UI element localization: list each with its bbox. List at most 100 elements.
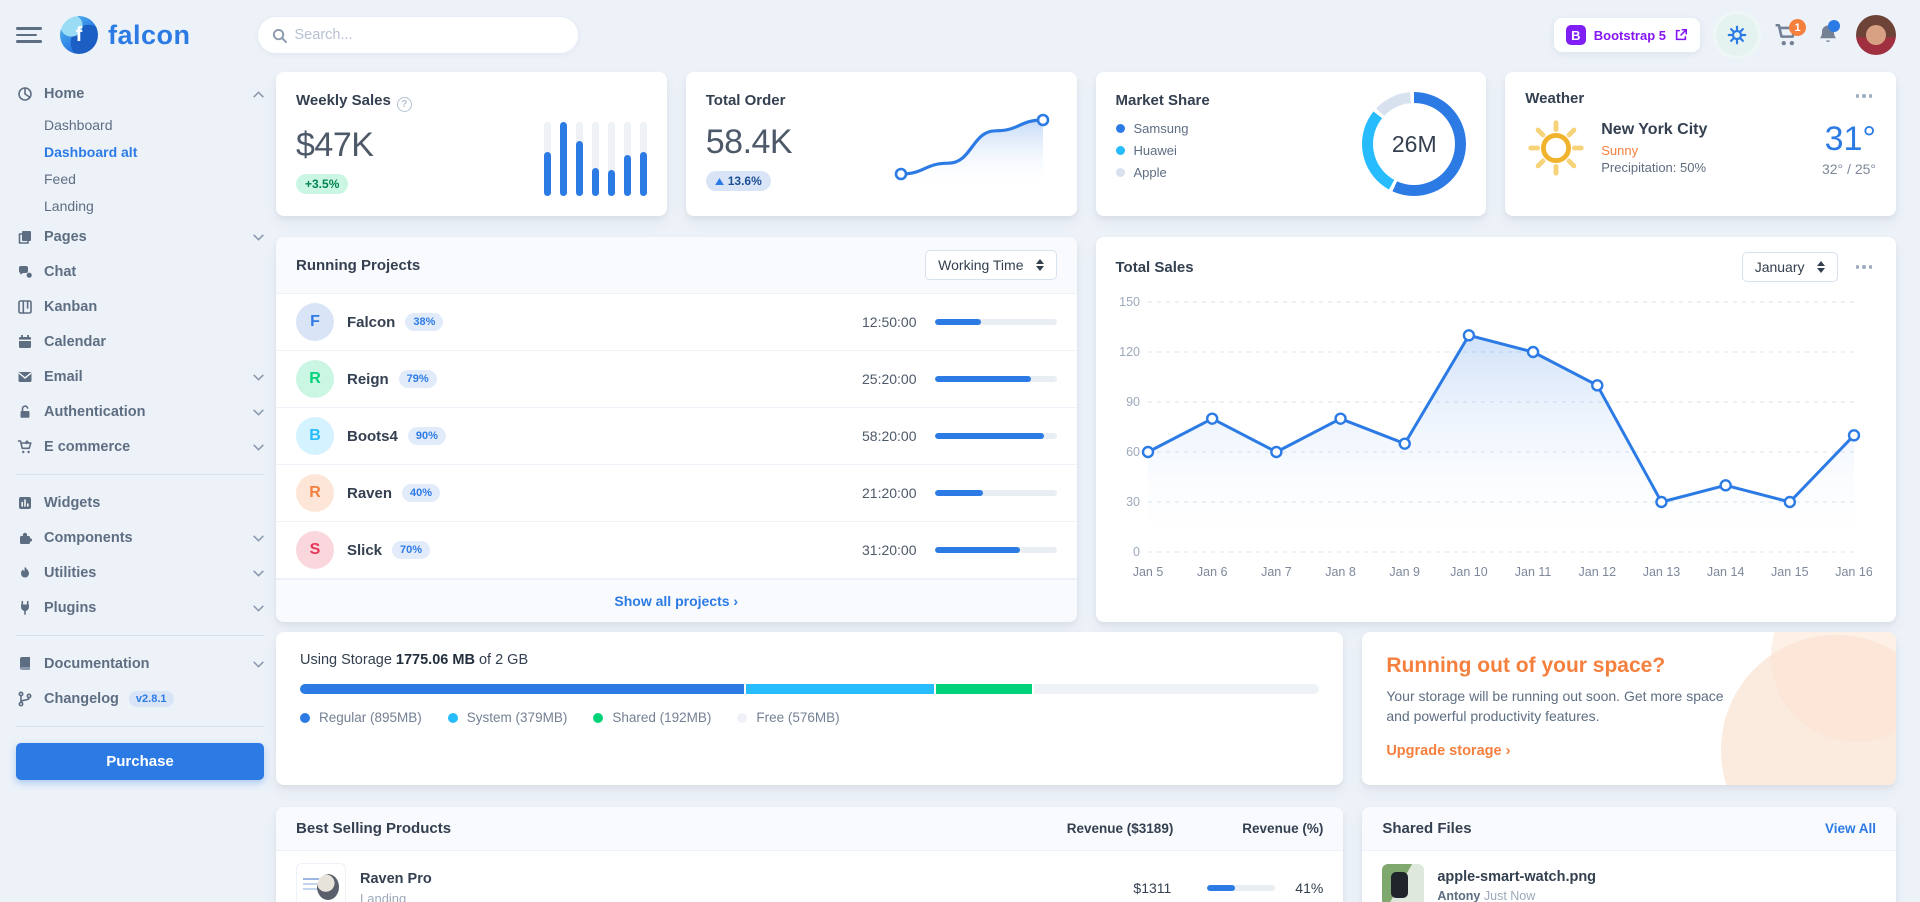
weather-precipitation: Precipitation: 50%: [1601, 160, 1707, 175]
market-share-legend: Samsung Huawei Apple: [1115, 121, 1210, 180]
weekly-sales-card: Weekly Sales? $47K +3.5%: [276, 72, 667, 216]
sidebar-item-home[interactable]: Home: [16, 76, 264, 111]
file-meta: Antony Just Now: [1437, 888, 1536, 902]
product-revenue: $1311: [1133, 880, 1172, 896]
weekly-sales-bar: [591, 122, 599, 196]
sidebar-item-label: Changelog: [44, 690, 119, 707]
weather-menu-button[interactable]: [1852, 90, 1877, 107]
file-thumbnail[interactable]: [1382, 864, 1425, 902]
chevron-down-icon: [253, 565, 264, 581]
help-icon[interactable]: ?: [396, 97, 412, 112]
hamburger-menu-icon[interactable]: [16, 27, 42, 43]
month-select[interactable]: January: [1741, 252, 1838, 282]
product-category-link[interactable]: Landing: [360, 891, 407, 902]
sidebar-subitem-dashboard[interactable]: Dashboard: [44, 116, 113, 133]
total-sales-menu-button[interactable]: [1852, 261, 1877, 273]
sidebar-item-pages[interactable]: Pages: [16, 219, 264, 254]
view-all-link[interactable]: View All: [1824, 821, 1876, 836]
sidebar-item-documentation[interactable]: Documentation: [16, 646, 264, 681]
sidebar-item-e-commerce[interactable]: E commerce: [16, 429, 264, 464]
weekly-sales-bar: [623, 122, 631, 196]
sidebar-item-kanban[interactable]: Kanban: [16, 289, 264, 324]
settings-button[interactable]: [1716, 14, 1758, 56]
sidebar-item-components[interactable]: Components: [16, 520, 264, 555]
weekly-sales-bar: [559, 122, 567, 196]
chevron-down-icon: [253, 656, 264, 672]
market-share-total: 26M: [1391, 130, 1437, 157]
upgrade-storage-link[interactable]: Upgrade storage ›: [1386, 742, 1511, 759]
storage-legend-item: System (379MB): [447, 710, 567, 725]
select-arrows-icon: [1035, 259, 1044, 271]
weekly-sales-title: Weekly Sales?: [296, 92, 412, 112]
sidebar-divider: [16, 726, 264, 727]
sidebar-subitem-dashboard-alt[interactable]: Dashboard alt: [44, 143, 138, 160]
project-name-link[interactable]: Boots4: [347, 427, 398, 445]
show-all-projects-link[interactable]: Show all projects ›: [614, 593, 739, 609]
legend-dot: [593, 712, 604, 723]
weather-range: 32° / 25°: [1821, 160, 1876, 177]
widgets-icon: [16, 495, 33, 511]
project-progress-bar: [934, 433, 1057, 439]
product-revenue-progress: [1207, 885, 1276, 891]
sidebar-item-label: Widgets: [44, 494, 101, 511]
chat-icon: [16, 264, 33, 280]
purchase-button[interactable]: Purchase: [16, 743, 264, 780]
sidebar-item-authentication[interactable]: Authentication: [16, 394, 264, 429]
total-order-change-badge: 13.6%: [705, 171, 771, 191]
space-card-body: Your storage will be running out soon. G…: [1386, 688, 1724, 725]
project-progress-bar: [934, 490, 1057, 496]
sidebar-subitem-feed[interactable]: Feed: [44, 170, 76, 187]
svg-text:Jan 13: Jan 13: [1642, 565, 1680, 579]
project-name-link[interactable]: Slick: [347, 541, 383, 559]
sidebar-item-widgets[interactable]: Widgets: [16, 485, 264, 520]
project-percent-badge: 38%: [405, 313, 444, 331]
notifications-button[interactable]: [1816, 20, 1840, 47]
project-name-link[interactable]: Falcon: [347, 313, 396, 331]
sidebar-item-chat[interactable]: Chat: [16, 254, 264, 289]
working-time-value: Working Time: [938, 257, 1024, 273]
file-name-link[interactable]: apple-smart-watch.png: [1437, 868, 1597, 885]
sidebar-item-label: E commerce: [44, 438, 131, 455]
storage-card: Using Storage 1775.06 MB of 2 GB Regular…: [276, 632, 1344, 785]
project-name-link[interactable]: Raven: [347, 484, 393, 502]
sidebar-item-plugins[interactable]: Plugins: [16, 590, 264, 625]
sidebar-item-calendar[interactable]: Calendar: [16, 324, 264, 359]
product-name-link[interactable]: Raven Pro: [360, 871, 432, 887]
storage-legend: Regular (895MB) System (379MB) Shared (192…: [300, 710, 1319, 725]
sidebar-item-changelog[interactable]: Changelog v2.8.1: [16, 681, 264, 716]
search-input[interactable]: [294, 27, 564, 43]
chevron-down-icon: [253, 439, 264, 455]
storage-usage-bar: [300, 684, 1320, 694]
project-name-link[interactable]: Reign: [347, 370, 389, 388]
storage-segment-free: [1033, 684, 1320, 694]
running-projects-title: Running Projects: [296, 256, 421, 274]
sidebar-item-email[interactable]: Email: [16, 359, 264, 394]
chevron-down-icon: [253, 530, 264, 546]
sidebar-subitem-landing[interactable]: Landing: [44, 197, 94, 214]
svg-text:Jan 9: Jan 9: [1389, 565, 1420, 579]
storage-legend-item: Free (576MB): [737, 710, 840, 725]
weather-city: New York City: [1601, 121, 1708, 138]
project-time: 21:20:00: [862, 485, 917, 501]
sidebar-item-utilities[interactable]: Utilities: [16, 555, 264, 590]
sidebar-item-label: Utilities: [44, 564, 97, 581]
chevron-up-icon: [253, 86, 264, 102]
storage-segment-regular: [300, 684, 745, 694]
total-sales-card: Total Sales January 0 30 60 90 120 150 Jan 5 Ja…: [1095, 237, 1896, 622]
brand-logo[interactable]: f falcon: [60, 16, 191, 54]
running-projects-card: Running Projects Working Time F Falcon 3…: [276, 237, 1077, 622]
search-box[interactable]: [256, 16, 579, 54]
project-percent-badge: 70%: [392, 541, 431, 559]
working-time-select[interactable]: Working Time: [925, 250, 1057, 280]
project-progress-bar: [934, 319, 1057, 325]
bootstrap-version-badge[interactable]: B Bootstrap 5: [1553, 18, 1700, 52]
cart-button[interactable]: 1: [1774, 19, 1806, 47]
fire-icon: [16, 565, 33, 581]
plug-icon: [16, 600, 33, 616]
project-avatar: S: [296, 531, 334, 569]
cart-count-badge: 1: [1789, 19, 1806, 36]
kanban-icon: [16, 299, 33, 315]
storage-segment-shared: [936, 684, 1032, 694]
product-thumbnail[interactable]: [296, 863, 346, 902]
user-avatar[interactable]: [1856, 15, 1896, 55]
